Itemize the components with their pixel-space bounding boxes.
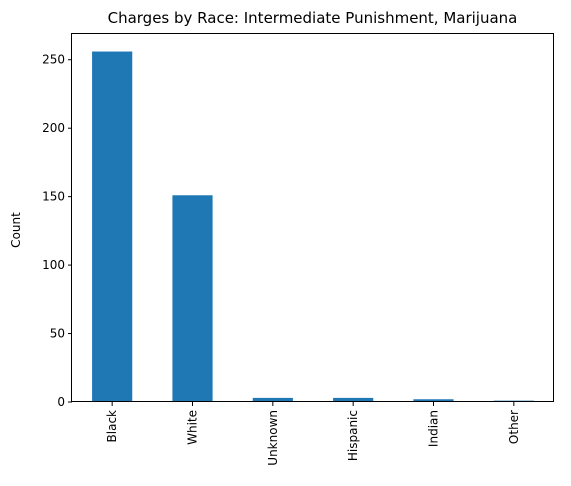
x-tick-label: Other: [507, 410, 521, 444]
bars-group: [92, 51, 534, 403]
plot-frame: [71, 33, 554, 402]
y-axis-ticks: 0 50 100 150 200 250: [42, 53, 72, 409]
y-tick-label: 200: [42, 121, 65, 135]
x-tick-label: Unknown: [266, 410, 280, 466]
y-tick-label: 0: [57, 395, 65, 409]
x-tick-label: Black: [105, 410, 119, 443]
chart-title: Charges by Race: Intermediate Punishment…: [108, 9, 518, 27]
bar-white: [172, 195, 213, 402]
x-tick-label: Hispanic: [346, 410, 360, 461]
x-axis-ticks: Black White Unknown Hispanic Indian Other: [105, 402, 521, 466]
bar-unknown: [252, 397, 293, 402]
y-tick-label: 150: [42, 190, 65, 204]
y-tick-label: 100: [42, 258, 65, 272]
x-tick-label: White: [186, 410, 200, 445]
bar-black: [92, 51, 133, 403]
y-tick-label: 50: [50, 327, 65, 341]
y-axis-label: Count: [9, 212, 23, 248]
x-tick-label: Indian: [427, 410, 441, 447]
bar-hispanic: [333, 397, 374, 402]
bar-indian: [413, 399, 454, 402]
y-tick-label: 250: [42, 53, 65, 67]
